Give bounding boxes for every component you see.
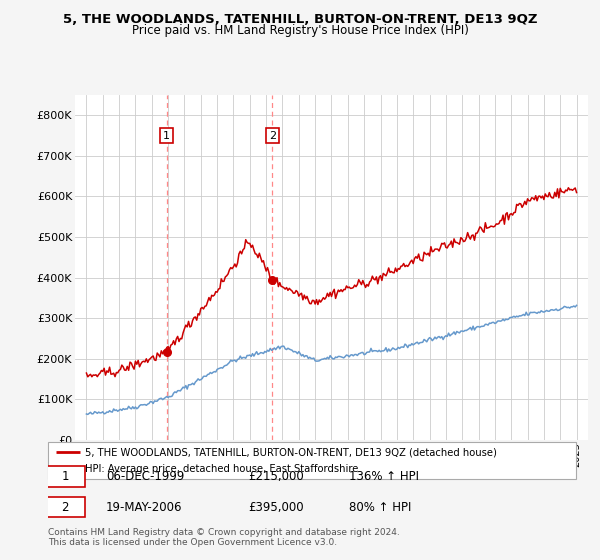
FancyBboxPatch shape [46, 466, 85, 487]
Text: 06-DEC-1999: 06-DEC-1999 [106, 470, 184, 483]
Text: 19-MAY-2006: 19-MAY-2006 [106, 501, 182, 514]
Text: 2: 2 [61, 501, 69, 514]
Text: Contains HM Land Registry data © Crown copyright and database right 2024.
This d: Contains HM Land Registry data © Crown c… [48, 528, 400, 547]
Text: 1: 1 [61, 470, 69, 483]
Text: 5, THE WOODLANDS, TATENHILL, BURTON-ON-TRENT, DE13 9QZ: 5, THE WOODLANDS, TATENHILL, BURTON-ON-T… [63, 13, 537, 26]
Text: HPI: Average price, detached house, East Staffordshire: HPI: Average price, detached house, East… [85, 464, 358, 474]
Text: 5, THE WOODLANDS, TATENHILL, BURTON-ON-TRENT, DE13 9QZ (detached house): 5, THE WOODLANDS, TATENHILL, BURTON-ON-T… [85, 447, 497, 457]
FancyBboxPatch shape [46, 497, 85, 517]
Text: Price paid vs. HM Land Registry's House Price Index (HPI): Price paid vs. HM Land Registry's House … [131, 24, 469, 36]
Text: 136% ↑ HPI: 136% ↑ HPI [349, 470, 419, 483]
Text: 1: 1 [163, 130, 170, 141]
Text: 80% ↑ HPI: 80% ↑ HPI [349, 501, 412, 514]
Text: 2: 2 [269, 130, 276, 141]
Text: £215,000: £215,000 [248, 470, 304, 483]
FancyBboxPatch shape [48, 442, 576, 479]
Text: £395,000: £395,000 [248, 501, 304, 514]
